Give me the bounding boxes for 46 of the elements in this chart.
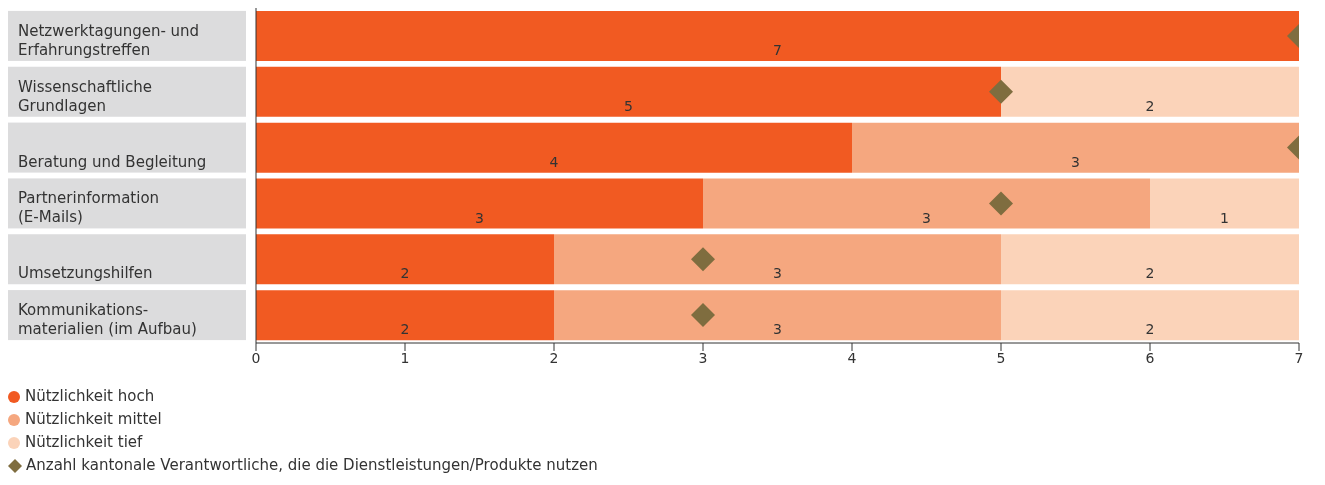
bar [703,178,1150,229]
data-label: 7 [773,42,782,58]
data-label: 2 [1145,97,1155,114]
legend-label: Nützlichkeit mittel [25,409,162,430]
legend-label: Anzahl kantonale Verantwortliche, die die Dienstleistungen/Produkte nutzen [26,455,598,476]
legend-label: Nützlichkeit tief [25,432,143,453]
y-tick-label: Kommunikations- materialien (im Aufbau) [18,301,197,339]
bar [1150,178,1299,229]
x-tick-label: 4 [847,349,857,366]
bar [1001,66,1299,117]
x-tick-label: 7 [1294,349,1304,366]
data-label: 4 [549,153,559,170]
bar [1001,290,1299,341]
data-label: 2 [1145,265,1155,282]
x-tick-label: 5 [996,349,1006,366]
bar [554,290,1001,341]
y-tick-label: Netzwerktagungen- und Erfahrungstreffen [18,21,200,59]
x-tick-label: 2 [549,349,559,366]
bar [1001,234,1299,285]
y-tick-label: Partnerinformation (E-Mails) [18,189,160,227]
bar [256,66,1001,117]
legend-label: Nützlichkeit hoch [25,386,155,407]
data-label: 3 [773,265,782,282]
x-tick-label: 0 [251,349,261,366]
data-label: 3 [773,321,782,338]
y-tick-label: Wissenschaftliche Grundlagen [18,77,153,115]
data-label: 2 [400,265,410,282]
y-tick-label: Umsetzungshilfen [18,264,153,283]
data-label: 5 [624,97,633,114]
bar [256,290,554,341]
bar [852,122,1299,173]
bar [554,234,1001,285]
data-label: 3 [475,209,484,226]
x-tick-label: 1 [400,349,410,366]
data-label: 3 [922,209,931,226]
bar [256,234,554,285]
data-label: 2 [400,321,410,338]
data-label: 3 [1071,153,1080,170]
x-tick-label: 6 [1145,349,1155,366]
x-tick-label: 3 [698,349,708,366]
data-label: 2 [1145,321,1155,338]
data-label: 1 [1220,209,1229,226]
bar [256,178,703,229]
y-tick-label: Beratung und Begleitung [18,152,207,171]
bar [256,11,1299,61]
bar [256,122,852,173]
